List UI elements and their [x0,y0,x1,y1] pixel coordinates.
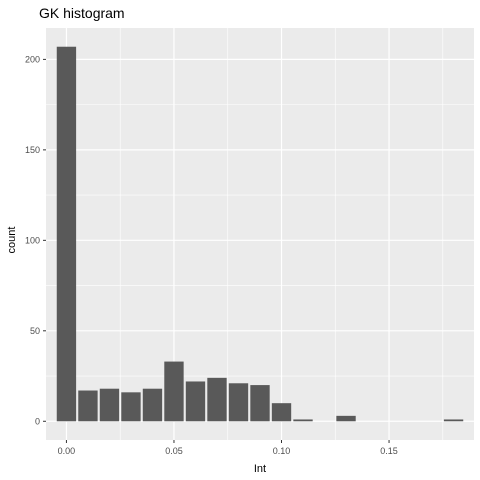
histogram-bar [164,362,183,422]
histogram-bar [272,403,291,421]
chart-title: GK histogram [39,5,125,21]
plot-panel [46,28,474,440]
x-tick-label: 0.05 [165,446,183,456]
y-tick-label: 100 [25,235,40,245]
histogram-bar [121,392,140,421]
y-tick-label: 200 [25,54,40,64]
y-tick-label: 0 [35,416,40,426]
histogram-bar [186,381,205,421]
histogram-bar [293,419,312,421]
histogram-bar [143,389,162,422]
x-tick-label: 0.15 [380,446,398,456]
histogram-bar [250,385,269,421]
x-axis-title: Int [254,463,266,475]
histogram-bar [57,47,76,422]
histogram-bar [229,383,248,421]
x-axis: 0.00 0.05 0.10 0.15 [58,440,398,456]
y-axis: 0 50 100 150 200 [25,54,46,426]
y-tick-label: 150 [25,145,40,155]
histogram-bar [444,419,463,421]
y-tick-label: 50 [30,326,40,336]
histogram-bar [207,378,226,421]
x-tick-label: 0.00 [58,446,76,456]
histogram-bar [100,389,119,422]
x-tick-label: 0.10 [273,446,291,456]
y-axis-title: count [6,227,18,254]
histogram-bar [78,391,97,422]
histogram-bar [336,416,355,421]
